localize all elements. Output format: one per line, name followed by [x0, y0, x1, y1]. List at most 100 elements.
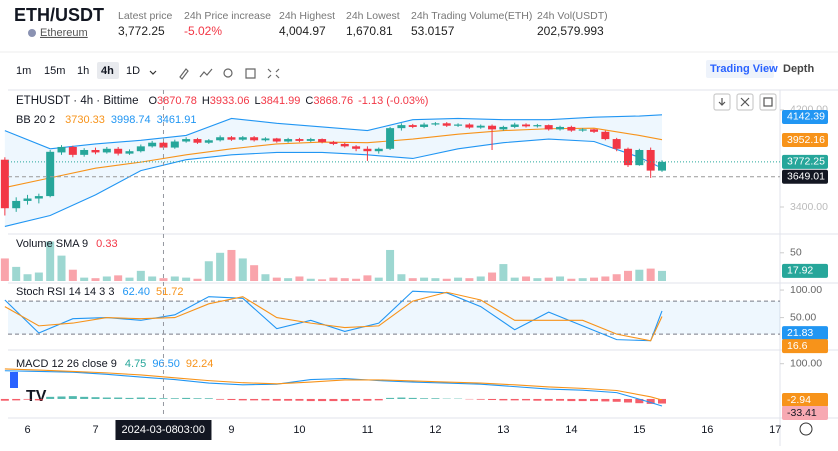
- legend-title: ETHUSDT · 4h · Bittime: [16, 95, 138, 107]
- macd-hist: [488, 399, 496, 400]
- legend-ohlc-value: 3841.99: [261, 95, 301, 107]
- macd-hist: [216, 399, 224, 400]
- price-badge-label: 3772.25: [787, 156, 825, 168]
- volume-bar: [635, 270, 643, 281]
- volume-bar: [567, 279, 575, 281]
- volume-bar: [454, 278, 462, 281]
- volume-bar: [465, 278, 473, 281]
- candle-body: [533, 125, 541, 126]
- macd-hist: [397, 398, 405, 399]
- macd-hist: [1, 399, 9, 401]
- candle-body: [590, 129, 598, 131]
- indicator-label[interactable]: MACD 12 26 close 9: [16, 358, 117, 370]
- volume-bar: [307, 279, 315, 281]
- interval-button[interactable]: 1h: [77, 65, 89, 77]
- candle-body: [341, 144, 349, 146]
- volume-bar: [114, 275, 122, 281]
- candle-body: [193, 139, 201, 143]
- volume-bar: [318, 279, 326, 281]
- legend-ohlc-value: 3868.76: [313, 95, 353, 107]
- candle-body: [24, 199, 32, 201]
- interval-button[interactable]: 1m: [16, 65, 31, 77]
- price-badge-label: 3649.01: [787, 171, 825, 183]
- candle-body: [386, 128, 394, 149]
- volume-bar: [250, 265, 258, 281]
- price-badge-label: 17.92: [787, 265, 813, 277]
- volume-bar: [647, 269, 655, 281]
- candle-body: [1, 160, 9, 209]
- macd-hist: [624, 399, 632, 403]
- price-badge-label: 16.6: [787, 340, 808, 352]
- volume-bar: [227, 250, 235, 281]
- x-tick-label: 10: [293, 424, 305, 436]
- interval-button[interactable]: 15m: [44, 65, 65, 77]
- stat-value: 3,772.25: [118, 24, 165, 38]
- macd-hist: [58, 396, 66, 398]
- interval-button[interactable]: 1D: [126, 65, 140, 77]
- indicator-label[interactable]: Stoch RSI 14 14 3 3: [16, 286, 114, 298]
- macd-hist: [590, 399, 598, 401]
- y-tick-label: 100.00: [790, 284, 822, 296]
- macd-hist: [601, 399, 609, 401]
- view-tab[interactable]: Depth: [783, 63, 814, 75]
- volume-bar: [409, 278, 417, 281]
- macd-hist: [12, 399, 20, 400]
- candle-body: [443, 123, 451, 125]
- volume-bar: [239, 258, 247, 281]
- volume-bar: [12, 267, 20, 281]
- macd-hist: [239, 399, 247, 400]
- y-tick-label: 50: [790, 247, 802, 259]
- candle-body: [522, 125, 530, 127]
- candle-body: [80, 150, 88, 155]
- macd-hist: [545, 399, 553, 401]
- coin-link[interactable]: Ethereum: [40, 27, 88, 39]
- volume-bar: [352, 279, 360, 281]
- volume-bar: [92, 278, 100, 281]
- candle-body: [92, 150, 100, 152]
- macd-hist: [329, 399, 337, 401]
- legend-change: -1.13 (-0.03%): [358, 95, 428, 107]
- candle-body: [46, 152, 54, 196]
- candle-body: [307, 139, 315, 141]
- indicator-label[interactable]: Volume SMA 9: [16, 238, 88, 250]
- volume-bar: [488, 273, 496, 281]
- x-tick-label: 17: [769, 424, 781, 436]
- view-tab[interactable]: Trading View: [710, 63, 778, 75]
- indicator-value: 3730.33: [65, 114, 105, 126]
- macd-hist: [137, 398, 145, 399]
- indicator-label[interactable]: BB 20 2: [16, 114, 55, 126]
- volume-bar: [341, 278, 349, 281]
- volume-bar: [182, 278, 190, 281]
- symbol: ETH/USDT: [14, 5, 104, 25]
- candle-body: [148, 143, 156, 147]
- volume-bar: [477, 276, 485, 281]
- legend-ohlc-value: 3933.06: [210, 95, 250, 107]
- macd-hist: [556, 399, 564, 401]
- stat-value: 4,004.97: [279, 24, 326, 38]
- volume-bar: [284, 278, 292, 281]
- candle-body: [477, 126, 485, 128]
- volume-bar: [193, 279, 201, 281]
- crosshair-time: 03:00: [177, 424, 205, 436]
- candle-body: [171, 141, 179, 147]
- macd-hist: [125, 398, 133, 399]
- x-tick-label: 12: [429, 424, 441, 436]
- x-tick-label: 11: [362, 424, 373, 436]
- volume-bar: [148, 276, 156, 281]
- volume-bar: [533, 278, 541, 281]
- volume-bar: [443, 279, 451, 281]
- side-tab[interactable]: [10, 372, 18, 388]
- volume-bar: [431, 278, 439, 281]
- candle-body: [363, 149, 371, 151]
- macd-hist: [375, 399, 383, 400]
- candle-body: [329, 142, 337, 144]
- interval-button[interactable]: 4h: [101, 65, 114, 77]
- macd-hist: [80, 397, 88, 399]
- price-badge-label: -2.94: [787, 394, 811, 406]
- volume-bar: [658, 271, 666, 281]
- candle-body: [137, 146, 145, 151]
- candle-body: [409, 125, 417, 127]
- candle-body: [35, 196, 43, 198]
- candle-body: [125, 151, 133, 153]
